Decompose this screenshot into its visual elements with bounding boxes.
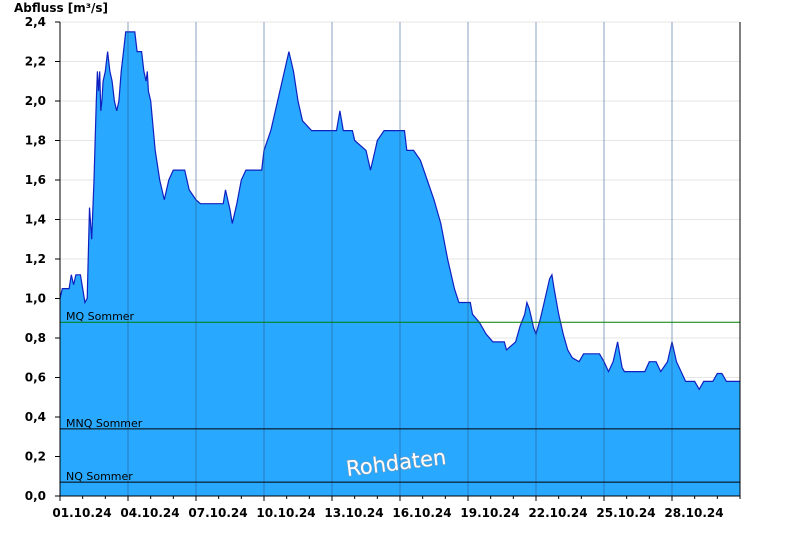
axes [55, 21, 741, 501]
y-tick-label: 2,4 [25, 15, 46, 29]
x-tick-label: 19.10.24 [460, 506, 519, 520]
y-tick-label: 0,8 [25, 331, 46, 345]
y-tick-label: 0,2 [25, 450, 46, 464]
y-tick-label: 1,0 [25, 292, 46, 306]
x-tick-label: 16.10.24 [392, 506, 451, 520]
x-tick-label: 01.10.24 [52, 506, 111, 520]
x-tick-labels: 01.10.24 04.10.24 07.10.24 10.10.24 13.10.24… [52, 506, 723, 520]
y-tick-label: 0,6 [25, 371, 46, 385]
x-tick-label: 13.10.24 [324, 506, 383, 520]
reference-line-label: NQ Sommer [66, 470, 133, 483]
x-tick-label: 10.10.24 [256, 506, 315, 520]
grid-lines [127, 22, 673, 496]
y-tick-label: 1,2 [25, 252, 46, 266]
y-tick-label: 0,0 [25, 489, 46, 503]
y-tick-label: 0,4 [25, 410, 46, 424]
y-axis-label: Abfluss [m³/s] [14, 1, 108, 15]
reference-lines: MQ Sommer MNQ Sommer NQ Sommer [60, 310, 740, 483]
y-tick-label: 1,4 [25, 213, 46, 227]
x-tick-label: 28.10.24 [664, 506, 723, 520]
watermark-label: Rohdaten [345, 445, 448, 481]
y-tick-label: 2,0 [25, 94, 46, 108]
series-line [59, 31, 740, 391]
x-tick-label: 25.10.24 [596, 506, 655, 520]
reference-line-label: MQ Sommer [66, 310, 135, 323]
y-tick-label: 1,8 [25, 134, 46, 148]
x-tick-label: 04.10.24 [120, 506, 179, 520]
x-tick-label: 22.10.24 [528, 506, 587, 520]
x-tick-label: 07.10.24 [188, 506, 247, 520]
reference-line-label: MNQ Sommer [66, 417, 143, 430]
y-tick-labels: 0,0 0,2 0,4 0,6 0,8 1,0 1,2 1,4 1,6 1,8 2,0 2,2 2,4 [25, 15, 46, 503]
y-tick-label: 2,2 [25, 55, 46, 69]
y-tick-label: 1,6 [25, 173, 46, 187]
